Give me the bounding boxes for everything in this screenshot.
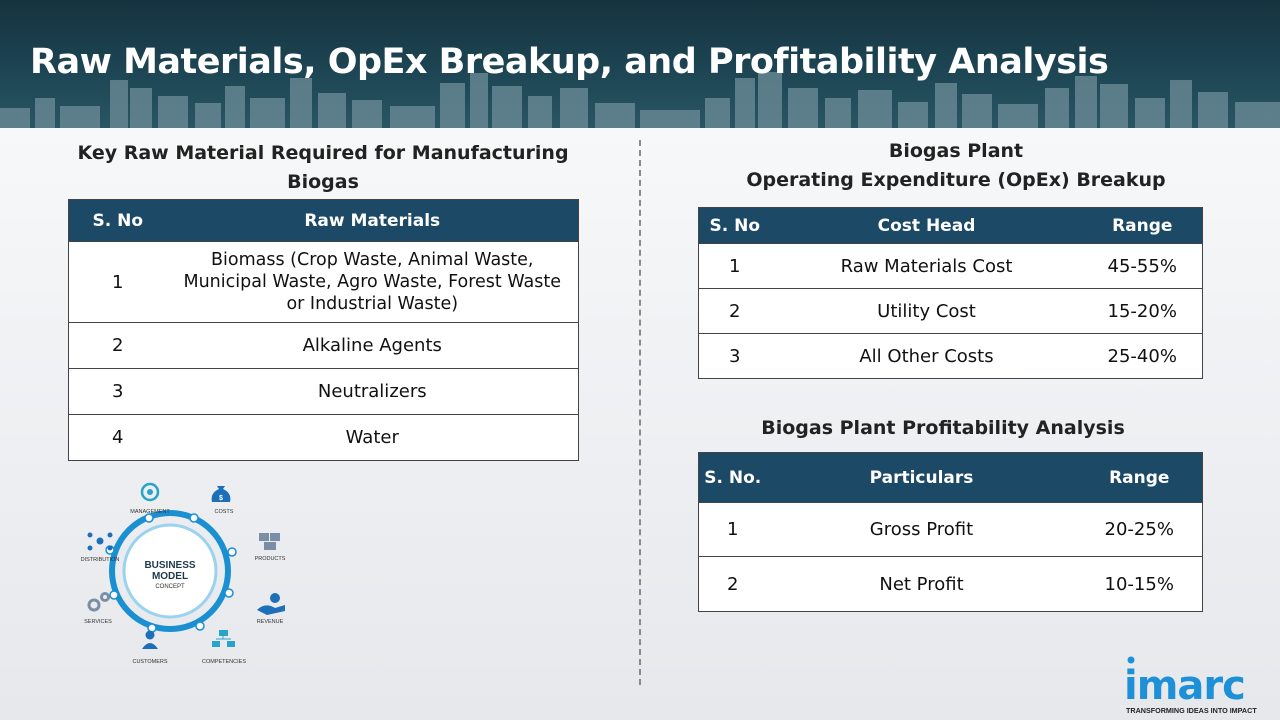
raw-material-cell: Neutralizers [166, 368, 579, 415]
label-costs: COSTS [215, 509, 234, 515]
raw-materials-heading-line2: Biogas [287, 171, 359, 193]
raw-materials-heading: Key Raw Material Required for Manufactur… [68, 139, 578, 197]
row-number: 4 [68, 414, 167, 461]
column-header-sno: S. No [698, 207, 771, 244]
label-products: PRODUCTS [255, 556, 286, 562]
opex-heading-line2: Operating Expenditure (OpEx) Breakup [746, 169, 1166, 191]
svg-text:$: $ [219, 495, 223, 502]
opex-heading: Biogas Plant Operating Expenditure (OpEx… [698, 137, 1214, 195]
table-header-row: S. No Cost Head Range [698, 207, 1203, 244]
lightbulb-gear-icon [140, 482, 160, 502]
cost-head-cell: Raw Materials Cost [770, 243, 1083, 289]
row-number: 2 [68, 322, 167, 369]
table-row: 2 Utility Cost 15-20% [698, 288, 1203, 334]
raw-material-cell: Alkaline Agents [166, 322, 579, 369]
column-header-sno: S. No. [698, 452, 767, 503]
boxes-icon [259, 533, 280, 550]
column-header-raw-materials: Raw Materials [166, 199, 579, 242]
raw-materials-table: S. No Raw Materials 1 Biomass (Crop Wast… [68, 199, 579, 461]
range-cell: 10-15% [1076, 556, 1203, 612]
label-management: MANAGEMENT [130, 509, 170, 515]
column-header-range: Range [1082, 207, 1203, 244]
label-competencies: COMPETENCIES [202, 659, 246, 665]
table-row: 4 Water [68, 414, 579, 461]
opex-heading-line1: Biogas Plant [888, 140, 1024, 162]
table-row: 2 Net Profit 10-15% [698, 556, 1203, 612]
money-bag-icon: $ [211, 486, 231, 502]
distribution-icon [87, 532, 113, 551]
table-row: 2 Alkaline Agents [68, 322, 579, 369]
profitability-table: S. No. Particulars Range 1 Gross Profit … [698, 452, 1203, 612]
range-cell: 20-25% [1076, 502, 1203, 557]
business-model-graphic: BUSINESS MODEL CONCEPT MANAGEMENT $ COST… [81, 482, 286, 665]
raw-material-cell: Water [166, 414, 579, 461]
row-number: 3 [698, 333, 771, 379]
row-number: 3 [68, 368, 167, 415]
center-circle [122, 523, 218, 619]
label-distribution: DISTRIBUTION [81, 557, 120, 563]
raw-material-cell: Biomass (Crop Waste, Animal Waste, Munic… [166, 241, 579, 323]
ring-graphic [109, 510, 231, 632]
particular-cell: Net Profit [766, 556, 1077, 612]
label-revenue: REVENUE [257, 619, 284, 625]
column-header-range: Range [1076, 452, 1203, 503]
raw-material-line: Biomass (Crop Waste, Animal Waste, [211, 250, 534, 270]
column-header-sno: S. No [68, 199, 167, 242]
column-header-cost-head: Cost Head [770, 207, 1083, 244]
city-skyline-graphic [0, 72, 1280, 128]
table-row: 1 Raw Materials Cost 45-55% [698, 243, 1203, 289]
range-cell: 45-55% [1082, 243, 1203, 289]
center-label-line3: CONCEPT [155, 584, 185, 590]
logo-wordmark: imarc [1124, 663, 1245, 709]
label-customers: CUSTOMERS [132, 659, 167, 665]
row-number: 2 [698, 556, 767, 612]
label-services: SERVICES [84, 619, 112, 625]
header-banner: Raw Materials, OpEx Breakup, and Profita… [0, 0, 1280, 128]
range-cell: 15-20% [1082, 288, 1203, 334]
particular-cell: Gross Profit [766, 502, 1077, 557]
cost-head-cell: Utility Cost [770, 288, 1083, 334]
raw-material-line: or Industrial Waste) [286, 294, 459, 314]
row-number: 1 [698, 243, 771, 289]
page-title: Raw Materials, OpEx Breakup, and Profita… [30, 42, 1109, 82]
table-row: 1 Gross Profit 20-25% [698, 502, 1203, 557]
row-number: 2 [698, 288, 771, 334]
column-header-particulars: Particulars [766, 452, 1077, 503]
network-icon [212, 630, 235, 647]
table-header-row: S. No. Particulars Range [698, 452, 1203, 503]
table-row: 3 Neutralizers [68, 368, 579, 415]
imarc-logo: imarc TRANSFORMING IDEAS INTO IMPACT [1124, 656, 1257, 715]
center-label-line2: MODEL [152, 571, 188, 582]
raw-materials-heading-line1: Key Raw Material Required for Manufactur… [77, 142, 569, 164]
gears-icon [87, 592, 110, 612]
table-row: 1 Biomass (Crop Waste, Animal Waste, Mun… [68, 241, 579, 323]
table-row: 3 All Other Costs 25-40% [698, 333, 1203, 379]
logo-tagline: TRANSFORMING IDEAS INTO IMPACT [1126, 706, 1257, 715]
profitability-heading: Biogas Plant Profitability Analysis [761, 417, 1125, 439]
opex-table: S. No Cost Head Range 1 Raw Materials Co… [698, 207, 1203, 379]
row-number: 1 [68, 241, 167, 323]
raw-material-line: Municipal Waste, Agro Waste, Forest Wast… [183, 272, 562, 292]
row-number: 1 [698, 502, 767, 557]
table-header-row: S. No Raw Materials [68, 199, 579, 242]
hand-money-icon [257, 593, 285, 615]
section-divider [639, 140, 641, 685]
cost-head-cell: All Other Costs [770, 333, 1083, 379]
person-icon [142, 630, 158, 649]
center-label-line1: BUSINESS [144, 560, 195, 571]
range-cell: 25-40% [1082, 333, 1203, 379]
